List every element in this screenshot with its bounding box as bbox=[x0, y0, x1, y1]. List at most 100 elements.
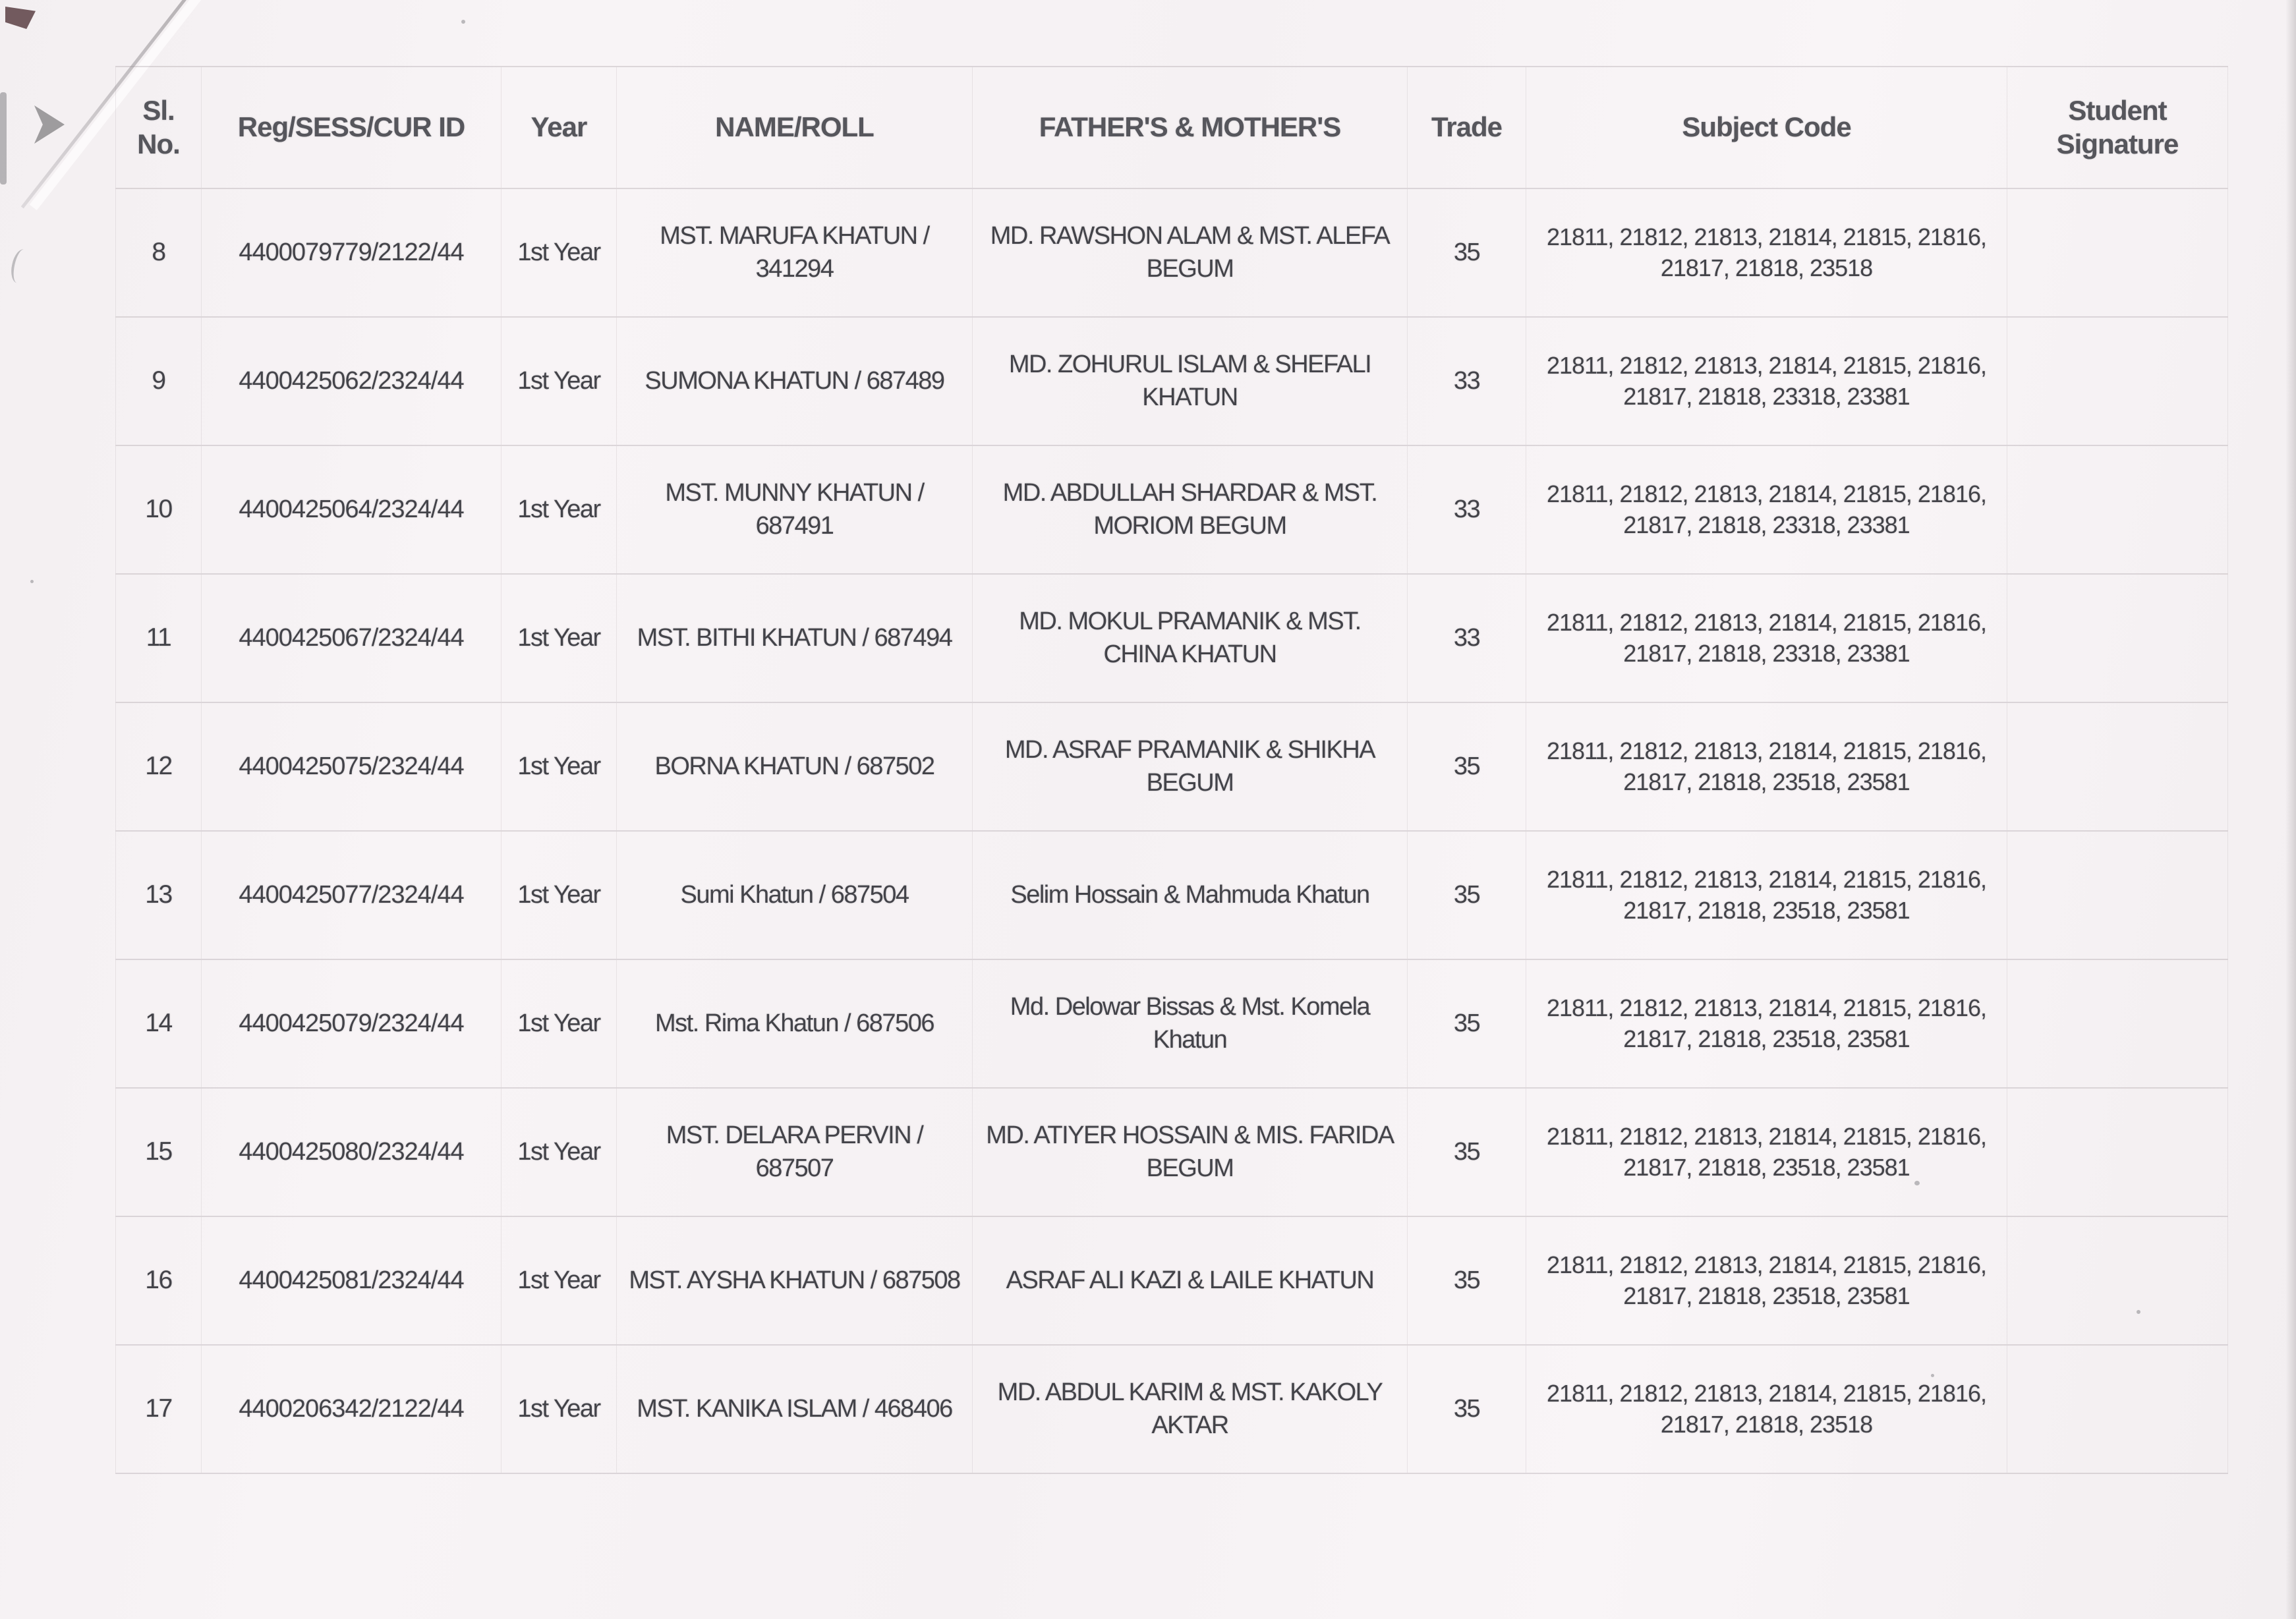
cell-sl: 8 bbox=[115, 188, 202, 318]
cell-signature bbox=[2007, 959, 2228, 1089]
table-row: 10 4400425064/2324/44 1st Year MST. MUNNY K… bbox=[115, 445, 2228, 575]
cell-sl: 17 bbox=[115, 1344, 202, 1474]
column-header-student-signature: Student Signature bbox=[2007, 66, 2228, 189]
cell-name: Sumi Khatun / 687504 bbox=[616, 830, 973, 960]
cell-trade: 35 bbox=[1407, 702, 1526, 832]
cell-year: 1st Year bbox=[501, 573, 617, 703]
cell-reg: 4400079779/2122/44 bbox=[201, 188, 502, 318]
cell-parents: Selim Hossain & Mahmuda Khatun bbox=[972, 830, 1408, 960]
cell-subjects: 21811, 21812, 21813, 21814, 21815, 21816… bbox=[1526, 702, 2007, 832]
cell-parents: MD. ATIYER HOSSAIN & MIS. FARIDA BEGUM bbox=[972, 1087, 1408, 1217]
header-row: Sl. No. Reg/SESS/CUR ID Year NAME/ROLL F… bbox=[115, 66, 2228, 189]
cell-trade: 35 bbox=[1407, 959, 1526, 1089]
cell-reg: 4400425080/2324/44 bbox=[201, 1087, 502, 1217]
table-row: 12 4400425075/2324/44 1st Year BORNA KHATUN… bbox=[115, 702, 2228, 832]
cell-reg: 4400425081/2324/44 bbox=[201, 1216, 502, 1346]
scan-paren-mark bbox=[8, 247, 33, 285]
table-row: 17 4400206342/2122/44 1st Year MST. KANIKA … bbox=[115, 1344, 2228, 1474]
cell-signature bbox=[2007, 1344, 2228, 1474]
table-row: 14 4400425079/2324/44 1st Year Mst. Rima Kh… bbox=[115, 959, 2228, 1089]
table-row: 8 4400079779/2122/44 1st Year MST. MARUFA K… bbox=[115, 188, 2228, 318]
scan-speck bbox=[30, 580, 34, 583]
cell-signature bbox=[2007, 1087, 2228, 1217]
cell-name: MST. AYSHA KHATUN / 687508 bbox=[616, 1216, 973, 1346]
cell-name: Mst. Rima Khatun / 687506 bbox=[616, 959, 973, 1089]
cell-parents: MD. ABDUL KARIM & MST. KAKOLY AKTAR bbox=[972, 1344, 1408, 1474]
cell-year: 1st Year bbox=[501, 959, 617, 1089]
table-row: 15 4400425080/2324/44 1st Year MST. DELARA … bbox=[115, 1087, 2228, 1217]
cell-year: 1st Year bbox=[501, 1216, 617, 1346]
column-header-name-roll: NAME/ROLL bbox=[616, 66, 973, 189]
cell-year: 1st Year bbox=[501, 1087, 617, 1217]
cell-signature bbox=[2007, 830, 2228, 960]
scan-edge-strip bbox=[0, 92, 7, 185]
cell-reg: 4400425079/2324/44 bbox=[201, 959, 502, 1089]
cell-year: 1st Year bbox=[501, 830, 617, 960]
table-row: 11 4400425067/2324/44 1st Year MST. BITHI K… bbox=[115, 573, 2228, 703]
cell-trade: 35 bbox=[1407, 1216, 1526, 1346]
cell-sl: 10 bbox=[115, 445, 202, 575]
cell-sl: 14 bbox=[115, 959, 202, 1089]
column-header-subject-code: Subject Code bbox=[1526, 66, 2007, 189]
cell-year: 1st Year bbox=[501, 702, 617, 832]
cell-signature bbox=[2007, 445, 2228, 575]
column-header-sl-no: Sl. No. bbox=[115, 66, 202, 189]
column-header-reg-sess-cur-id: Reg/SESS/CUR ID bbox=[201, 66, 502, 189]
cell-reg: 4400425062/2324/44 bbox=[201, 316, 502, 446]
column-header-year: Year bbox=[501, 66, 617, 189]
cell-sl: 12 bbox=[115, 702, 202, 832]
scan-corner-mark bbox=[5, 7, 36, 29]
cell-name: MST. DELARA PERVIN / 687507 bbox=[616, 1087, 973, 1217]
cell-sl: 15 bbox=[115, 1087, 202, 1217]
cell-subjects: 21811, 21812, 21813, 21814, 21815, 21816… bbox=[1526, 1344, 2007, 1474]
cell-trade: 33 bbox=[1407, 316, 1526, 446]
table-body: 8 4400079779/2122/44 1st Year MST. MARUFA K… bbox=[115, 188, 2228, 1474]
cell-parents: MD. RAWSHON ALAM & MST. ALEFA BEGUM bbox=[972, 188, 1408, 318]
cell-trade: 35 bbox=[1407, 188, 1526, 318]
scan-edge-wedge bbox=[34, 105, 65, 144]
cell-signature bbox=[2007, 188, 2228, 318]
cell-year: 1st Year bbox=[501, 1344, 617, 1474]
cell-subjects: 21811, 21812, 21813, 21814, 21815, 21816… bbox=[1526, 1087, 2007, 1217]
cell-sl: 16 bbox=[115, 1216, 202, 1346]
cell-parents: Md. Delowar Bissas & Mst. Komela Khatun bbox=[972, 959, 1408, 1089]
cell-name: SUMONA KHATUN / 687489 bbox=[616, 316, 973, 446]
cell-reg: 4400425077/2324/44 bbox=[201, 830, 502, 960]
cell-signature bbox=[2007, 702, 2228, 832]
cell-signature bbox=[2007, 316, 2228, 446]
cell-subjects: 21811, 21812, 21813, 21814, 21815, 21816… bbox=[1526, 316, 2007, 446]
cell-sl: 11 bbox=[115, 573, 202, 703]
table-header: Sl. No. Reg/SESS/CUR ID Year NAME/ROLL F… bbox=[115, 66, 2228, 189]
cell-parents: ASRAF ALI KAZI & LAILE KHATUN bbox=[972, 1216, 1408, 1346]
cell-name: BORNA KHATUN / 687502 bbox=[616, 702, 973, 832]
cell-sl: 9 bbox=[115, 316, 202, 446]
table-row: 13 4400425077/2324/44 1st Year Sumi Khatun … bbox=[115, 830, 2228, 960]
cell-parents: MD. ABDULLAH SHARDAR & MST. MORIOM BEGUM bbox=[972, 445, 1408, 575]
cell-subjects: 21811, 21812, 21813, 21814, 21815, 21816… bbox=[1526, 188, 2007, 318]
cell-trade: 35 bbox=[1407, 830, 1526, 960]
scan-right-edge-shade bbox=[2285, 0, 2296, 1619]
cell-subjects: 21811, 21812, 21813, 21814, 21815, 21816… bbox=[1526, 830, 2007, 960]
cell-name: MST. MARUFA KHATUN / 341294 bbox=[616, 188, 973, 318]
table-row: 16 4400425081/2324/44 1st Year MST. AYSHA K… bbox=[115, 1216, 2228, 1346]
cell-signature bbox=[2007, 573, 2228, 703]
column-header-fathers-mothers: FATHER'S & MOTHER'S bbox=[972, 66, 1408, 189]
cell-sl: 13 bbox=[115, 830, 202, 960]
cell-subjects: 21811, 21812, 21813, 21814, 21815, 21816… bbox=[1526, 959, 2007, 1089]
student-table: Sl. No. Reg/SESS/CUR ID Year NAME/ROLL F… bbox=[115, 66, 2228, 1474]
cell-signature bbox=[2007, 1216, 2228, 1346]
cell-reg: 4400425075/2324/44 bbox=[201, 702, 502, 832]
cell-name: MST. BITHI KHATUN / 687494 bbox=[616, 573, 973, 703]
cell-trade: 35 bbox=[1407, 1344, 1526, 1474]
table-row: 9 4400425062/2324/44 1st Year SUMONA KHATUN… bbox=[115, 316, 2228, 446]
cell-trade: 35 bbox=[1407, 1087, 1526, 1217]
cell-parents: MD. MOKUL PRAMANIK & MST. CHINA KHATUN bbox=[972, 573, 1408, 703]
cell-subjects: 21811, 21812, 21813, 21814, 21815, 21816… bbox=[1526, 573, 2007, 703]
scan-speck bbox=[461, 20, 465, 24]
cell-trade: 33 bbox=[1407, 445, 1526, 575]
cell-reg: 4400206342/2122/44 bbox=[201, 1344, 502, 1474]
cell-subjects: 21811, 21812, 21813, 21814, 21815, 21816… bbox=[1526, 1216, 2007, 1346]
cell-name: MST. KANIKA ISLAM / 468406 bbox=[616, 1344, 973, 1474]
cell-reg: 4400425067/2324/44 bbox=[201, 573, 502, 703]
